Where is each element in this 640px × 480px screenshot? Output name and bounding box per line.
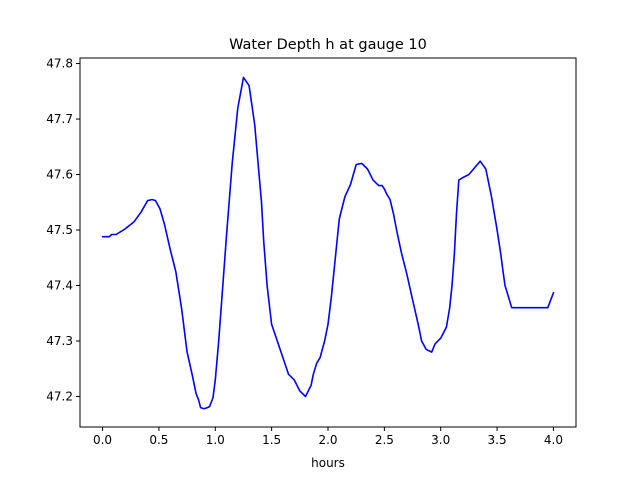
y-tick-label: 47.7: [46, 112, 73, 126]
x-tick-label: 1.0: [206, 433, 225, 447]
plot-area: [101, 76, 555, 410]
x-tick-label: 3.0: [431, 433, 450, 447]
y-tick-label: 47.6: [46, 168, 73, 182]
y-tick-label: 47.2: [46, 389, 73, 403]
x-tick-label: 0.0: [93, 433, 112, 447]
x-tick-label: 2.0: [318, 433, 337, 447]
x-tick-label: 3.5: [488, 433, 507, 447]
y-tick-label: 47.5: [46, 223, 73, 237]
x-axis-label: hours: [311, 456, 345, 470]
x-tick-label: 0.5: [149, 433, 168, 447]
series-line-0: [101, 76, 555, 410]
y-axis: 47.2 47.3 47.4 47.5 47.6 47.7 47.8: [46, 57, 80, 403]
axes-frame: [79, 57, 577, 428]
x-axis: 0.0 0.5 1.0 1.5 2.0 2.5 3.0 3.5 4.0: [93, 427, 563, 447]
y-tick-label: 47.4: [46, 279, 73, 293]
x-tick-label: 2.5: [375, 433, 394, 447]
chart-title: Water Depth h at gauge 10: [229, 37, 427, 53]
x-tick-label: 1.5: [262, 433, 281, 447]
y-tick-label: 47.3: [46, 334, 73, 348]
y-tick-label: 47.8: [46, 57, 73, 71]
x-tick-label: 4.0: [544, 433, 563, 447]
